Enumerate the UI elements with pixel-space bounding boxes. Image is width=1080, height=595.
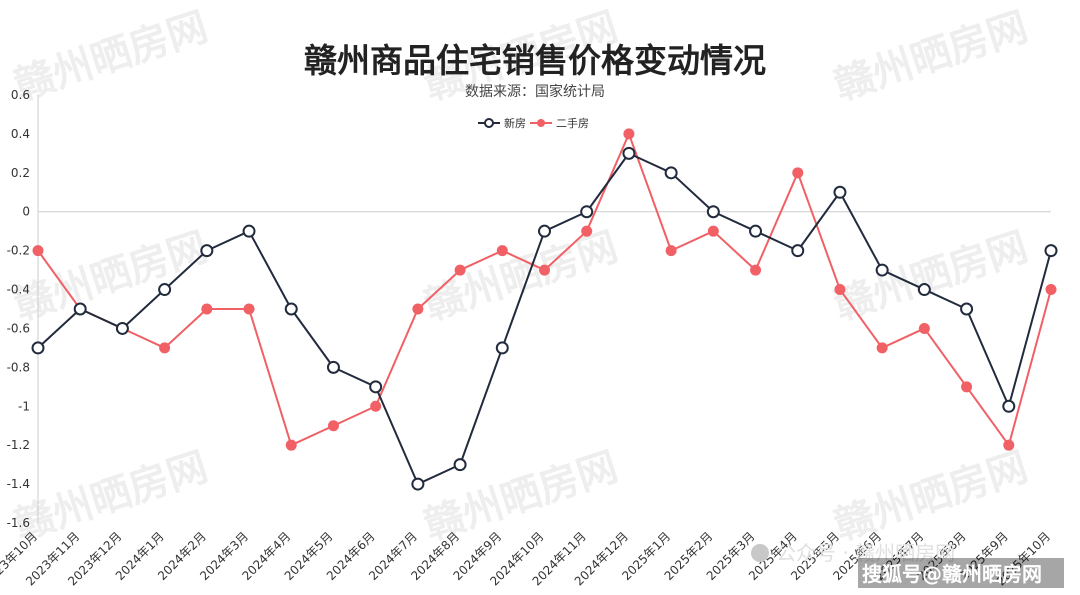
credit-background xyxy=(858,558,1064,588)
data-point xyxy=(538,224,551,238)
data-point xyxy=(876,342,888,354)
data-point xyxy=(412,303,424,315)
data-point xyxy=(1045,284,1057,296)
data-point xyxy=(749,224,763,238)
plot-area xyxy=(31,128,1058,491)
data-point xyxy=(201,303,213,315)
legend-label: 二手房 xyxy=(556,116,589,130)
data-point xyxy=(1003,439,1015,451)
data-point xyxy=(369,380,383,394)
data-point xyxy=(327,420,339,432)
y-axis: 0.6 0.4 0.2 0 -0.2 -0.4 -0.6 -0.8 -1 -1.2 -1.4 -1.6 xyxy=(7,88,1051,530)
data-point xyxy=(664,166,678,180)
data-point xyxy=(961,381,973,393)
wechat-icon xyxy=(751,544,769,562)
credit-text: 搜狐号@赣州晒房网 xyxy=(862,562,1042,586)
data-point xyxy=(453,458,467,472)
legend-swatch-marker xyxy=(484,118,494,128)
data-point xyxy=(159,342,171,354)
data-point xyxy=(580,205,594,219)
y-tick-label: -1.2 xyxy=(7,438,30,452)
series-line xyxy=(37,152,1052,486)
data-point xyxy=(833,185,847,199)
data-point xyxy=(917,283,931,297)
data-point xyxy=(31,341,45,355)
data-point xyxy=(706,205,720,219)
data-point xyxy=(875,263,889,277)
data-point xyxy=(115,321,129,335)
watermark-text: 赣州晒房网 xyxy=(419,224,623,330)
data-point xyxy=(370,400,382,412)
y-tick-label: 0.4 xyxy=(11,127,30,141)
watermark-text: 赣州晒房网 xyxy=(9,4,213,110)
chart-subtitle: 数据来源：国家统计局 xyxy=(465,83,605,100)
data-point xyxy=(495,341,509,355)
data-point xyxy=(918,322,930,334)
legend-label: 新房 xyxy=(504,116,526,130)
y-tick-label: 0 xyxy=(22,205,30,219)
data-point xyxy=(1044,244,1058,258)
watermark-text: 赣州晒房网 xyxy=(829,4,1033,110)
legend-swatch-marker xyxy=(537,119,545,127)
data-point xyxy=(285,439,297,451)
data-point xyxy=(792,167,804,179)
y-tick-label: -0.4 xyxy=(7,283,30,297)
y-tick-label: -0.6 xyxy=(7,321,30,335)
data-point xyxy=(1002,399,1016,413)
data-point xyxy=(454,264,466,276)
y-tick-label: -1.6 xyxy=(7,516,30,530)
data-point xyxy=(496,245,508,257)
y-tick-label: -1 xyxy=(18,399,30,413)
data-point xyxy=(539,264,550,276)
chart-title: 赣州商品住宅销售价格变动情况 xyxy=(304,41,766,80)
y-tick-label: 0.6 xyxy=(11,88,30,102)
watermark-text: 赣州晒房网 xyxy=(829,224,1033,330)
data-point xyxy=(284,302,298,316)
data-point xyxy=(73,302,87,316)
data-point xyxy=(750,264,762,276)
data-point xyxy=(411,477,425,491)
data-point xyxy=(665,245,677,257)
data-point xyxy=(791,244,805,258)
y-tick-label: 0.2 xyxy=(11,166,30,180)
y-tick-label: -1.4 xyxy=(7,477,30,491)
data-point xyxy=(581,225,593,237)
y-tick-label: -0.8 xyxy=(7,360,30,374)
data-point xyxy=(834,284,846,296)
wechat-badge: 公众号 · 赣州晒房网 xyxy=(751,541,955,565)
data-point xyxy=(32,245,44,257)
data-point xyxy=(326,360,340,374)
legend: 新房 二手房 xyxy=(478,116,589,130)
data-point xyxy=(200,244,214,258)
data-point xyxy=(960,302,974,316)
y-tick-label: -0.2 xyxy=(7,244,30,258)
data-point xyxy=(707,225,719,237)
wechat-account-text: 公众号 · 赣州晒房网 xyxy=(776,541,955,565)
data-point xyxy=(158,283,172,297)
data-point xyxy=(243,303,255,315)
watermark-text: 赣州晒房网 xyxy=(9,224,213,330)
data-point xyxy=(622,146,636,160)
data-point xyxy=(623,128,635,140)
data-point xyxy=(242,224,256,238)
